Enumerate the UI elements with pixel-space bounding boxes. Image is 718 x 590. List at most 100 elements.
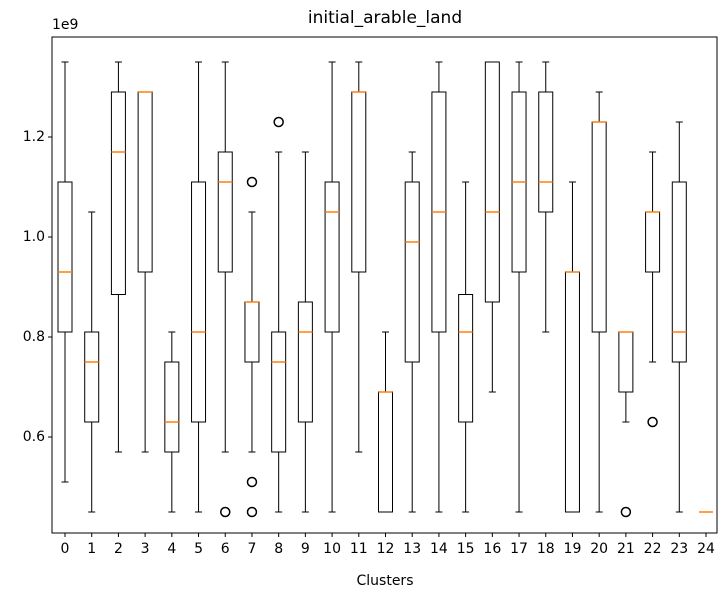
box — [564, 271, 580, 513]
box — [484, 61, 500, 303]
box — [137, 91, 153, 273]
box — [217, 151, 233, 273]
upper-whisker — [88, 211, 96, 332]
lower-whisker — [88, 422, 96, 513]
upper-whisker — [675, 121, 683, 182]
box — [458, 294, 474, 423]
x-axis-label: Clusters — [357, 573, 414, 589]
box — [164, 361, 180, 453]
x-tick-label: 21 — [617, 541, 635, 557]
upper-whisker — [221, 61, 229, 152]
box — [271, 331, 287, 453]
outlier — [246, 176, 258, 188]
box — [191, 181, 207, 423]
upper-whisker — [542, 61, 550, 92]
lower-whisker — [675, 362, 683, 513]
lower-whisker — [542, 212, 550, 333]
box — [591, 121, 607, 333]
x-tick-label: 8 — [274, 541, 283, 557]
x-tick-label: 5 — [194, 541, 203, 557]
upper-whisker — [435, 61, 443, 92]
outlier — [246, 476, 258, 488]
lower-whisker — [221, 272, 229, 453]
offset-label: 1e9 — [52, 17, 78, 33]
upper-whisker — [328, 61, 336, 182]
lower-whisker — [462, 422, 470, 513]
x-tick-label: 9 — [301, 541, 310, 557]
x-tick-label: 14 — [430, 541, 448, 557]
lower-whisker — [408, 362, 416, 513]
x-tick-label: 19 — [564, 541, 582, 557]
outlier — [620, 506, 632, 518]
lower-whisker — [515, 272, 523, 513]
outlier — [647, 416, 658, 428]
y-tick-label: 1.2 — [23, 129, 45, 145]
x-tick-label: 22 — [644, 541, 662, 557]
lower-whisker — [355, 272, 363, 453]
lower-whisker — [301, 422, 309, 513]
lower-whisker — [168, 452, 176, 513]
upper-whisker — [114, 61, 122, 92]
box — [57, 181, 73, 333]
upper-whisker — [301, 151, 309, 302]
x-tick-label: 0 — [61, 541, 70, 557]
y-tick-label: 1.0 — [23, 229, 45, 245]
x-tick-label: 16 — [483, 541, 501, 557]
x-tick-label: 3 — [141, 541, 150, 557]
x-tick-label: 6 — [221, 541, 230, 557]
upper-whisker — [595, 91, 603, 122]
box — [538, 91, 554, 213]
lower-whisker — [622, 392, 630, 423]
upper-whisker — [275, 151, 283, 332]
x-tick-label: 11 — [350, 541, 368, 557]
upper-whisker — [568, 181, 576, 272]
x-tick-label: 24 — [697, 541, 715, 557]
plot-frame — [51, 36, 718, 534]
upper-whisker — [462, 181, 470, 295]
x-tick-label: 23 — [670, 541, 688, 557]
upper-whisker — [382, 331, 389, 392]
box — [110, 91, 126, 295]
box — [671, 181, 687, 363]
chart-title: initial_arable_land — [308, 8, 462, 28]
y-tick-label: 0.8 — [23, 329, 45, 345]
upper-whisker — [408, 151, 416, 182]
x-tick-label: 17 — [510, 541, 528, 557]
outlier — [246, 506, 258, 518]
lower-whisker — [275, 452, 283, 513]
lower-whisker — [649, 272, 657, 363]
box — [618, 331, 634, 393]
box — [324, 181, 340, 333]
outlier — [273, 116, 284, 128]
lower-whisker — [328, 332, 336, 513]
lower-whisker — [248, 362, 256, 453]
x-tick-label: 4 — [167, 541, 176, 557]
x-tick-label: 20 — [590, 541, 608, 557]
box — [645, 211, 661, 273]
x-tick-label: 1 — [87, 541, 96, 557]
x-tick-label: 12 — [377, 541, 395, 557]
box — [244, 301, 260, 363]
box — [297, 301, 313, 423]
upper-whisker — [515, 61, 523, 92]
upper-whisker — [168, 331, 176, 362]
lower-whisker — [114, 294, 122, 453]
lower-whisker — [195, 422, 203, 513]
upper-whisker — [355, 61, 363, 92]
box — [351, 91, 367, 273]
lower-whisker — [61, 332, 69, 483]
x-tick-label: 15 — [457, 541, 475, 557]
lower-whisker — [595, 332, 603, 513]
lower-whisker — [435, 332, 443, 513]
box — [378, 391, 393, 513]
upper-whisker — [195, 61, 203, 182]
lower-whisker — [488, 302, 496, 393]
x-tick-label: 10 — [323, 541, 341, 557]
lower-whisker — [141, 272, 149, 453]
upper-whisker — [248, 211, 256, 302]
box — [404, 181, 420, 363]
x-tick-label: 18 — [537, 541, 555, 557]
upper-whisker — [61, 61, 69, 182]
y-tick-label: 0.6 — [23, 429, 45, 445]
